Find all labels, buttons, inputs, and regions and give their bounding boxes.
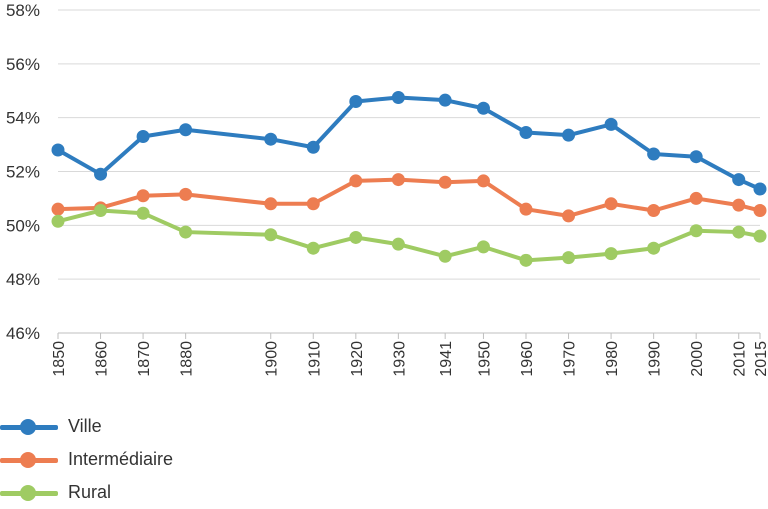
series-ville [51, 90, 767, 196]
data-point-rural [306, 241, 320, 255]
data-point-intermediaire [689, 191, 703, 205]
data-point-ville [136, 130, 150, 144]
data-point-intermediaire [562, 209, 576, 223]
legend-swatch-intermediaire [0, 450, 60, 470]
data-point-rural [264, 228, 278, 242]
x-tick-label: 1980 [604, 341, 621, 377]
data-point-ville [94, 167, 108, 181]
x-tick-label: 1970 [562, 341, 579, 377]
legend-label-ville: Ville [68, 416, 102, 436]
legend-swatch-ville [0, 417, 60, 437]
data-point-intermediaire [476, 174, 490, 188]
data-point-ville [604, 117, 618, 131]
x-tick-label: 1941 [438, 341, 455, 377]
data-point-intermediaire [136, 189, 150, 203]
data-point-intermediaire [438, 175, 452, 189]
x-tick-label: 1910 [306, 341, 323, 377]
series-group [51, 90, 767, 267]
data-point-ville [349, 95, 363, 109]
data-point-rural [732, 225, 746, 239]
legend-item-ville: Ville [0, 410, 300, 443]
x-tick-label: 1860 [94, 341, 111, 377]
line-chart: 46% 48% 50% 52% 54% 56% 58% 1850 1860 1870 1880 19… [6, 1, 768, 377]
y-tick-label: 46% [6, 324, 40, 343]
data-point-rural [753, 229, 767, 243]
series-intermediaire [51, 173, 767, 223]
data-point-ville [51, 143, 65, 157]
y-tick-label: 58% [6, 1, 40, 20]
data-point-intermediaire [732, 198, 746, 212]
data-point-intermediaire [604, 197, 618, 211]
y-tick-label: 52% [6, 163, 40, 182]
data-point-ville [179, 123, 193, 137]
data-point-ville [306, 140, 320, 154]
data-point-intermediaire [391, 173, 405, 187]
data-point-ville [476, 101, 490, 115]
x-tick-label: 2000 [689, 341, 706, 377]
data-point-ville [264, 132, 278, 146]
data-point-ville [562, 128, 576, 142]
data-point-rural [647, 241, 661, 255]
data-point-intermediaire [349, 174, 363, 188]
x-tick-label: 1870 [136, 341, 153, 377]
data-point-ville [647, 147, 661, 161]
x-tick-label: 1930 [391, 341, 408, 377]
series-rural [51, 204, 767, 267]
data-point-intermediaire [519, 202, 533, 216]
data-point-ville [732, 173, 746, 187]
data-point-intermediaire [647, 204, 661, 218]
y-tick-label: 50% [6, 216, 40, 235]
x-tick-label: 1990 [647, 341, 664, 377]
data-point-rural [519, 253, 533, 267]
x-tick-label: 1900 [264, 341, 281, 377]
legend-label-rural: Rural [68, 482, 112, 502]
x-tick-label: 1960 [519, 341, 536, 377]
data-point-ville [438, 93, 452, 107]
legend-label-intermediaire: Intermédiaire [68, 449, 174, 469]
legend-item-rural: Rural [0, 476, 300, 509]
data-point-rural [604, 247, 618, 261]
legend-swatch-rural [0, 483, 60, 503]
data-point-ville [519, 125, 533, 139]
data-point-rural [562, 251, 576, 265]
series-line-ville [57, 95, 761, 191]
y-tick-label: 48% [6, 270, 40, 289]
x-tick-label: 1920 [349, 341, 366, 377]
x-tick-label: 1850 [51, 341, 68, 377]
data-point-rural [349, 230, 363, 244]
data-point-rural [438, 249, 452, 263]
x-tick-label: 2010 [732, 341, 749, 377]
data-point-intermediaire [179, 187, 193, 201]
data-point-rural [689, 224, 703, 238]
data-point-rural [476, 240, 490, 254]
data-point-rural [179, 225, 193, 239]
x-tick-label: 1950 [476, 341, 493, 377]
x-axis: 1850 1860 1870 1880 1900 1910 1920 1930 1941 1950… [51, 332, 768, 377]
y-axis-ticks: 46% 48% 50% 52% 54% 56% 58% [6, 1, 40, 343]
gridlines [58, 9, 760, 334]
x-tick-label: 2015 [753, 341, 768, 377]
data-point-ville [689, 150, 703, 164]
y-tick-label: 56% [6, 55, 40, 74]
data-point-intermediaire [264, 197, 278, 211]
data-point-rural [94, 204, 108, 218]
data-point-rural [51, 214, 65, 228]
data-point-rural [391, 237, 405, 251]
data-point-rural [136, 206, 150, 220]
data-point-ville [753, 182, 767, 196]
y-tick-label: 54% [6, 109, 40, 128]
x-tick-label: 1880 [179, 341, 196, 377]
data-point-intermediaire [753, 204, 767, 218]
legend: Ville Intermédiaire Rural [0, 410, 300, 509]
data-point-ville [391, 90, 405, 104]
data-point-intermediaire [306, 197, 320, 211]
legend-item-intermediaire: Intermédiaire [0, 443, 300, 476]
data-point-intermediaire [51, 202, 65, 216]
